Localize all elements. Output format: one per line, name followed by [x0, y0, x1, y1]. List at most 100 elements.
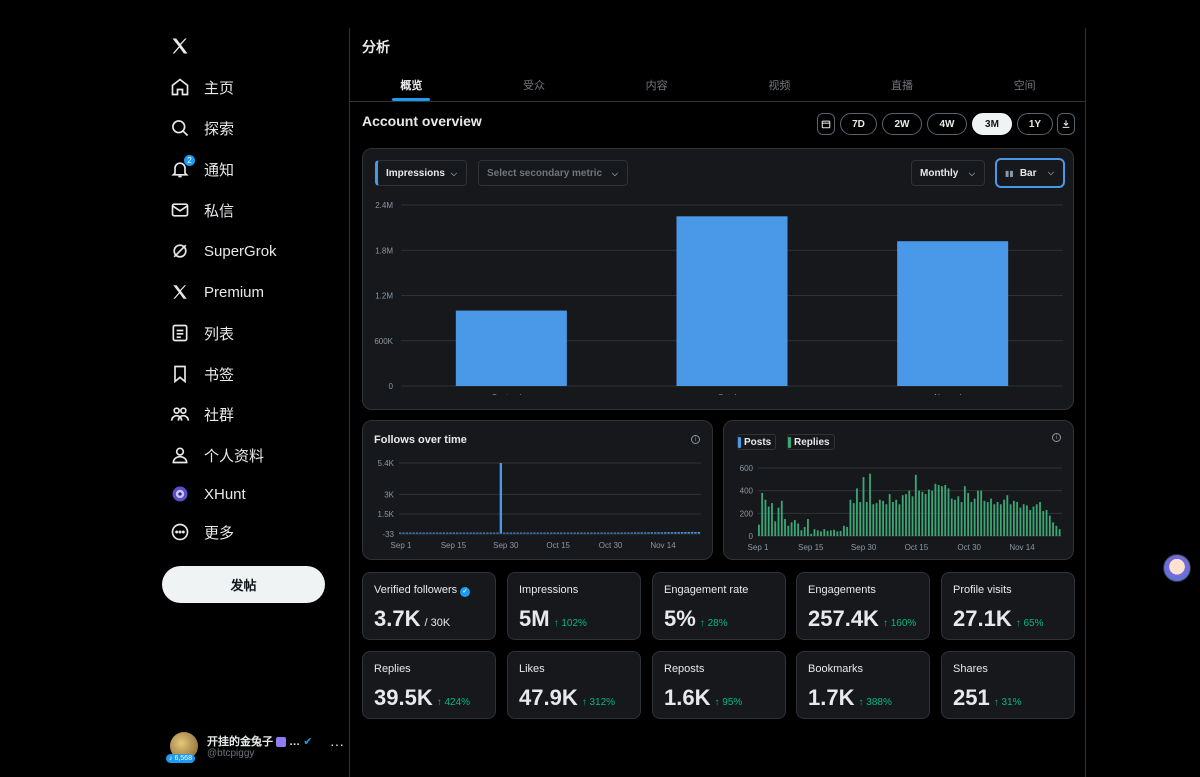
- sidebar-item-premium[interactable]: Premium: [170, 277, 264, 307]
- bar: [816, 530, 819, 536]
- range-1y-button[interactable]: 1Y: [1017, 113, 1053, 135]
- sidebar-item-profile[interactable]: 个人资料: [170, 440, 264, 470]
- info-icon[interactable]: i: [691, 435, 700, 444]
- calendar-icon[interactable]: [817, 113, 835, 135]
- bar: [897, 241, 1009, 386]
- bar: [667, 532, 670, 534]
- sidebar-item-home[interactable]: 主页: [170, 72, 234, 102]
- bar: [1006, 495, 1009, 536]
- secondary-metric-dropdown[interactable]: Select secondary metric ⌵: [478, 160, 628, 186]
- metric-card-verified-followers[interactable]: Verified followers ✓ 3.7K/ 30K: [362, 572, 496, 640]
- metric-card-shares[interactable]: Shares 251 ↑ 31%: [941, 651, 1075, 719]
- y-tick-label: 0: [389, 382, 394, 391]
- bar: [697, 531, 700, 534]
- sidebar-item-explore[interactable]: 探索: [170, 113, 234, 143]
- floating-assistant-avatar[interactable]: [1163, 554, 1191, 582]
- bar: [970, 502, 973, 536]
- bar: [643, 532, 647, 534]
- bar: [660, 532, 664, 534]
- tab-bar: 概览 受众 内容 视频 直播 空间: [350, 68, 1086, 102]
- tab-overview[interactable]: 概览: [350, 68, 473, 101]
- sidebar-item-label: 更多: [204, 524, 235, 542]
- bar: [680, 532, 684, 534]
- sidebar-item-notifications[interactable]: 2 通知: [170, 154, 234, 184]
- info-icon[interactable]: i: [1052, 433, 1061, 442]
- bar: [694, 532, 697, 534]
- bar: [807, 519, 809, 536]
- x-logo-icon[interactable]: [170, 36, 190, 56]
- metric-value: 5M ↑ 102%: [519, 606, 587, 632]
- bar: [476, 532, 479, 534]
- communities-icon: [170, 404, 190, 424]
- range-2w-button[interactable]: 2W: [882, 113, 922, 135]
- bar: [934, 483, 937, 536]
- y-tick-label: 1.5K: [378, 510, 395, 519]
- bar: [506, 532, 509, 534]
- sidebar-item-label: XHunt: [204, 485, 246, 503]
- bar: [1009, 504, 1012, 536]
- metric-card-engagement-rate[interactable]: Engagement rate 5% ↑ 28%: [652, 572, 786, 640]
- sidebar-item-bookmarks[interactable]: 书签: [170, 359, 234, 389]
- x-tick-label: Sep 30: [493, 541, 519, 550]
- bar: [993, 504, 996, 536]
- posts-replies-card: Posts Replies i 0 200 400 600 Sep 1 Sep 15 Sep…: [723, 420, 1074, 560]
- x-tick-label: Oct 15: [546, 541, 570, 550]
- bar: [422, 532, 425, 534]
- account-switcher[interactable]: ♪ 6,568 开挂的金兔子 … ✔ @btcpiggy ···: [166, 732, 344, 763]
- mail-icon: [170, 200, 190, 220]
- metric-card-impressions[interactable]: Impressions 5M ↑ 102%: [507, 572, 641, 640]
- bar: [911, 496, 914, 536]
- bar: [543, 532, 546, 534]
- sidebar-item-lists[interactable]: 列表: [170, 318, 234, 348]
- post-button[interactable]: 发帖: [162, 566, 325, 603]
- metric-card-profile-visits[interactable]: Profile visits 27.1K ↑ 65%: [941, 572, 1075, 640]
- tab-content[interactable]: 内容: [645, 80, 668, 92]
- download-icon[interactable]: [1057, 113, 1075, 135]
- bar: [859, 502, 862, 536]
- legend-posts[interactable]: Posts: [737, 434, 777, 450]
- metric-title: Shares: [953, 663, 988, 675]
- metric-card-engagements[interactable]: Engagements 257.4K ↑ 160%: [796, 572, 930, 640]
- bar: [425, 532, 429, 534]
- sidebar-item-messages[interactable]: 私信: [170, 195, 234, 225]
- sidebar-item-label: 私信: [204, 202, 235, 220]
- range-7d-button[interactable]: 7D: [840, 113, 877, 135]
- range-3m-button[interactable]: 3M: [972, 113, 1012, 135]
- metric-value: 251 ↑ 31%: [953, 685, 1022, 711]
- bar: [901, 495, 904, 536]
- metric-value: 3.7K/ 30K: [374, 606, 450, 632]
- legend-posts-label: Posts: [744, 436, 772, 448]
- metric-title: Reposts: [664, 663, 705, 675]
- sidebar-item-xhunt[interactable]: XHunt: [170, 479, 246, 509]
- bar: [787, 525, 790, 536]
- bookmark-icon: [170, 364, 190, 384]
- range-4w-button[interactable]: 4W: [927, 113, 967, 135]
- primary-metric-dropdown[interactable]: Impressions ⌵: [375, 160, 467, 186]
- chart-type-dropdown[interactable]: ▮▮ Bar ⌵: [995, 158, 1065, 188]
- bar: [445, 532, 449, 534]
- bar: [960, 502, 963, 536]
- tab-audience[interactable]: 受众: [523, 80, 545, 92]
- bar: [878, 499, 881, 536]
- bar: [1019, 507, 1022, 536]
- metric-card-likes[interactable]: Likes 47.9K ↑ 312%: [507, 651, 641, 719]
- granularity-dropdown[interactable]: Monthly ⌵: [911, 160, 985, 186]
- tab-video[interactable]: 视频: [768, 80, 791, 92]
- tab-live[interactable]: 直播: [891, 80, 914, 92]
- sidebar-item-more[interactable]: 更多: [170, 517, 234, 547]
- more-dots-icon[interactable]: ···: [330, 736, 344, 752]
- tab-spaces[interactable]: 空间: [1013, 80, 1036, 92]
- impressions-chart-card: Impressions ⌵ Select secondary metric ⌵ Mo…: [362, 148, 1074, 410]
- metric-card-reposts[interactable]: Reposts 1.6K ↑ 95%: [652, 651, 786, 719]
- metric-card-replies[interactable]: Replies 39.5K ↑ 424%: [362, 651, 496, 719]
- legend-replies[interactable]: Replies: [787, 434, 835, 450]
- bar: [439, 532, 442, 534]
- metric-value-text: 3.7K: [374, 606, 421, 631]
- sidebar-item-supergrok[interactable]: SuperGrok: [170, 236, 277, 266]
- metric-change: ↑ 424%: [436, 697, 471, 708]
- bar: [983, 500, 986, 536]
- metric-card-bookmarks[interactable]: Bookmarks 1.7K ↑ 388%: [796, 651, 930, 719]
- y-tick-label: 400: [740, 487, 754, 496]
- sidebar-item-communities[interactable]: 社群: [170, 399, 234, 429]
- follows-chart: -33 1.5K 3K 5.4K Sep 1 Sep 15 Sep 30 Oct 15 Oct …: [378, 459, 701, 550]
